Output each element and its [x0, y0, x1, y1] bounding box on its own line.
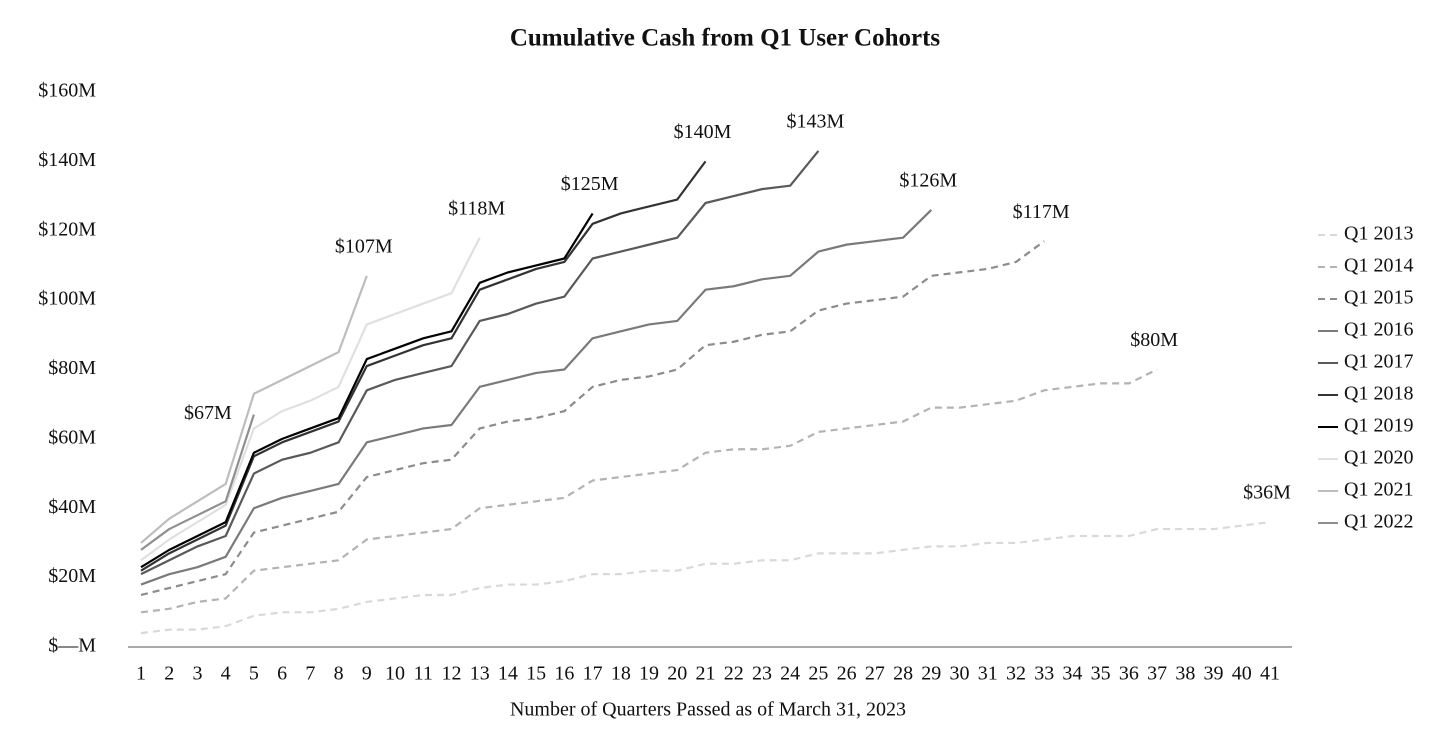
- x-tick-label: 4: [221, 663, 231, 685]
- x-tick-label: 10: [385, 663, 405, 685]
- x-tick-label: 41: [1260, 663, 1280, 685]
- x-tick-label: 29: [921, 663, 941, 685]
- x-tick-label: 36: [1119, 663, 1139, 685]
- x-tick-label: 15: [526, 663, 546, 685]
- x-tick-label: 30: [950, 663, 970, 685]
- x-tick-label: 16: [554, 663, 574, 685]
- x-tick-label: 23: [752, 663, 772, 685]
- x-tick-label: 27: [865, 663, 885, 685]
- x-tick-label: 19: [639, 663, 659, 685]
- y-tick-label: $140M: [38, 149, 96, 171]
- x-tick-label: 2: [164, 663, 174, 685]
- x-tick-label: 22: [724, 663, 744, 685]
- series-line: [140, 240, 1045, 597]
- data-label: $143M: [787, 111, 845, 133]
- chart-title: Cumulative Cash from Q1 User Cohorts: [510, 25, 941, 52]
- x-tick-label: 35: [1091, 663, 1111, 685]
- data-label: $80M: [1130, 329, 1178, 351]
- x-tick-label: 34: [1062, 663, 1082, 685]
- x-tick-label: 12: [441, 663, 461, 685]
- data-label: $67M: [184, 402, 232, 424]
- x-tick-label: 28: [893, 663, 913, 685]
- x-tick-label: 14: [498, 663, 518, 685]
- y-tick-label: $20M: [48, 565, 96, 587]
- y-tick-label: $80M: [48, 357, 96, 379]
- x-tick-label: 9: [362, 663, 372, 685]
- x-tick-label: 38: [1175, 663, 1195, 685]
- x-tick-label: 5: [249, 663, 259, 685]
- series-line: [140, 237, 481, 562]
- x-tick-label: 37: [1147, 663, 1167, 685]
- legend-label: Q1 2019: [1344, 415, 1413, 437]
- data-label: $118M: [448, 197, 505, 219]
- series-line: [140, 414, 255, 551]
- y-tick-label: $160M: [38, 80, 96, 102]
- series-line: [140, 150, 820, 576]
- x-tick-label: 24: [780, 663, 800, 685]
- series-line: [140, 275, 368, 544]
- legend-label: Q1 2015: [1344, 287, 1413, 309]
- y-tick-label: $120M: [38, 218, 96, 240]
- x-tick-label: 40: [1232, 663, 1252, 685]
- x-tick-label: 7: [305, 663, 315, 685]
- x-tick-label: 33: [1034, 663, 1054, 685]
- x-tick-label: 11: [414, 663, 433, 685]
- x-tick-label: 3: [192, 663, 202, 685]
- x-tick-label: 26: [837, 663, 857, 685]
- y-tick-label: $60M: [48, 426, 96, 448]
- x-tick-label: 18: [611, 663, 631, 685]
- x-tick-label: 20: [667, 663, 687, 685]
- series-line: [140, 521, 1271, 635]
- x-tick-label: 32: [1006, 663, 1026, 685]
- x-axis-label: Number of Quarters Passed as of March 31…: [510, 699, 906, 721]
- series-line: [140, 368, 1158, 614]
- series-line: [140, 160, 707, 572]
- x-tick-label: 6: [277, 663, 287, 685]
- legend-label: Q1 2021: [1344, 479, 1413, 501]
- data-label: $36M: [1243, 482, 1291, 504]
- x-tick-label: 21: [696, 663, 716, 685]
- legend-label: Q1 2016: [1344, 319, 1413, 341]
- data-label: $125M: [561, 173, 619, 195]
- x-tick-label: 31: [978, 663, 998, 685]
- data-label: $117M: [1013, 201, 1070, 223]
- y-tick-label: $100M: [38, 288, 96, 310]
- legend-label: Q1 2013: [1344, 223, 1413, 245]
- y-tick-label: $40M: [48, 496, 96, 518]
- series-line: [140, 212, 594, 569]
- x-tick-label: 17: [583, 663, 603, 685]
- legend-label: Q1 2018: [1344, 383, 1413, 405]
- x-tick-label: 8: [334, 663, 344, 685]
- series-line: [140, 209, 933, 586]
- x-tick-label: 39: [1204, 663, 1224, 685]
- legend-label: Q1 2017: [1344, 351, 1413, 373]
- data-label: $107M: [335, 235, 393, 257]
- data-label: $126M: [899, 170, 957, 192]
- legend-label: Q1 2014: [1344, 255, 1413, 277]
- legend-label: Q1 2022: [1344, 511, 1413, 533]
- x-tick-label: 13: [470, 663, 490, 685]
- x-tick-label: 25: [808, 663, 828, 685]
- y-tick-label: $—M: [48, 635, 96, 657]
- legend-label: Q1 2020: [1344, 447, 1413, 469]
- data-label: $140M: [674, 121, 732, 143]
- x-tick-label: 1: [136, 663, 146, 685]
